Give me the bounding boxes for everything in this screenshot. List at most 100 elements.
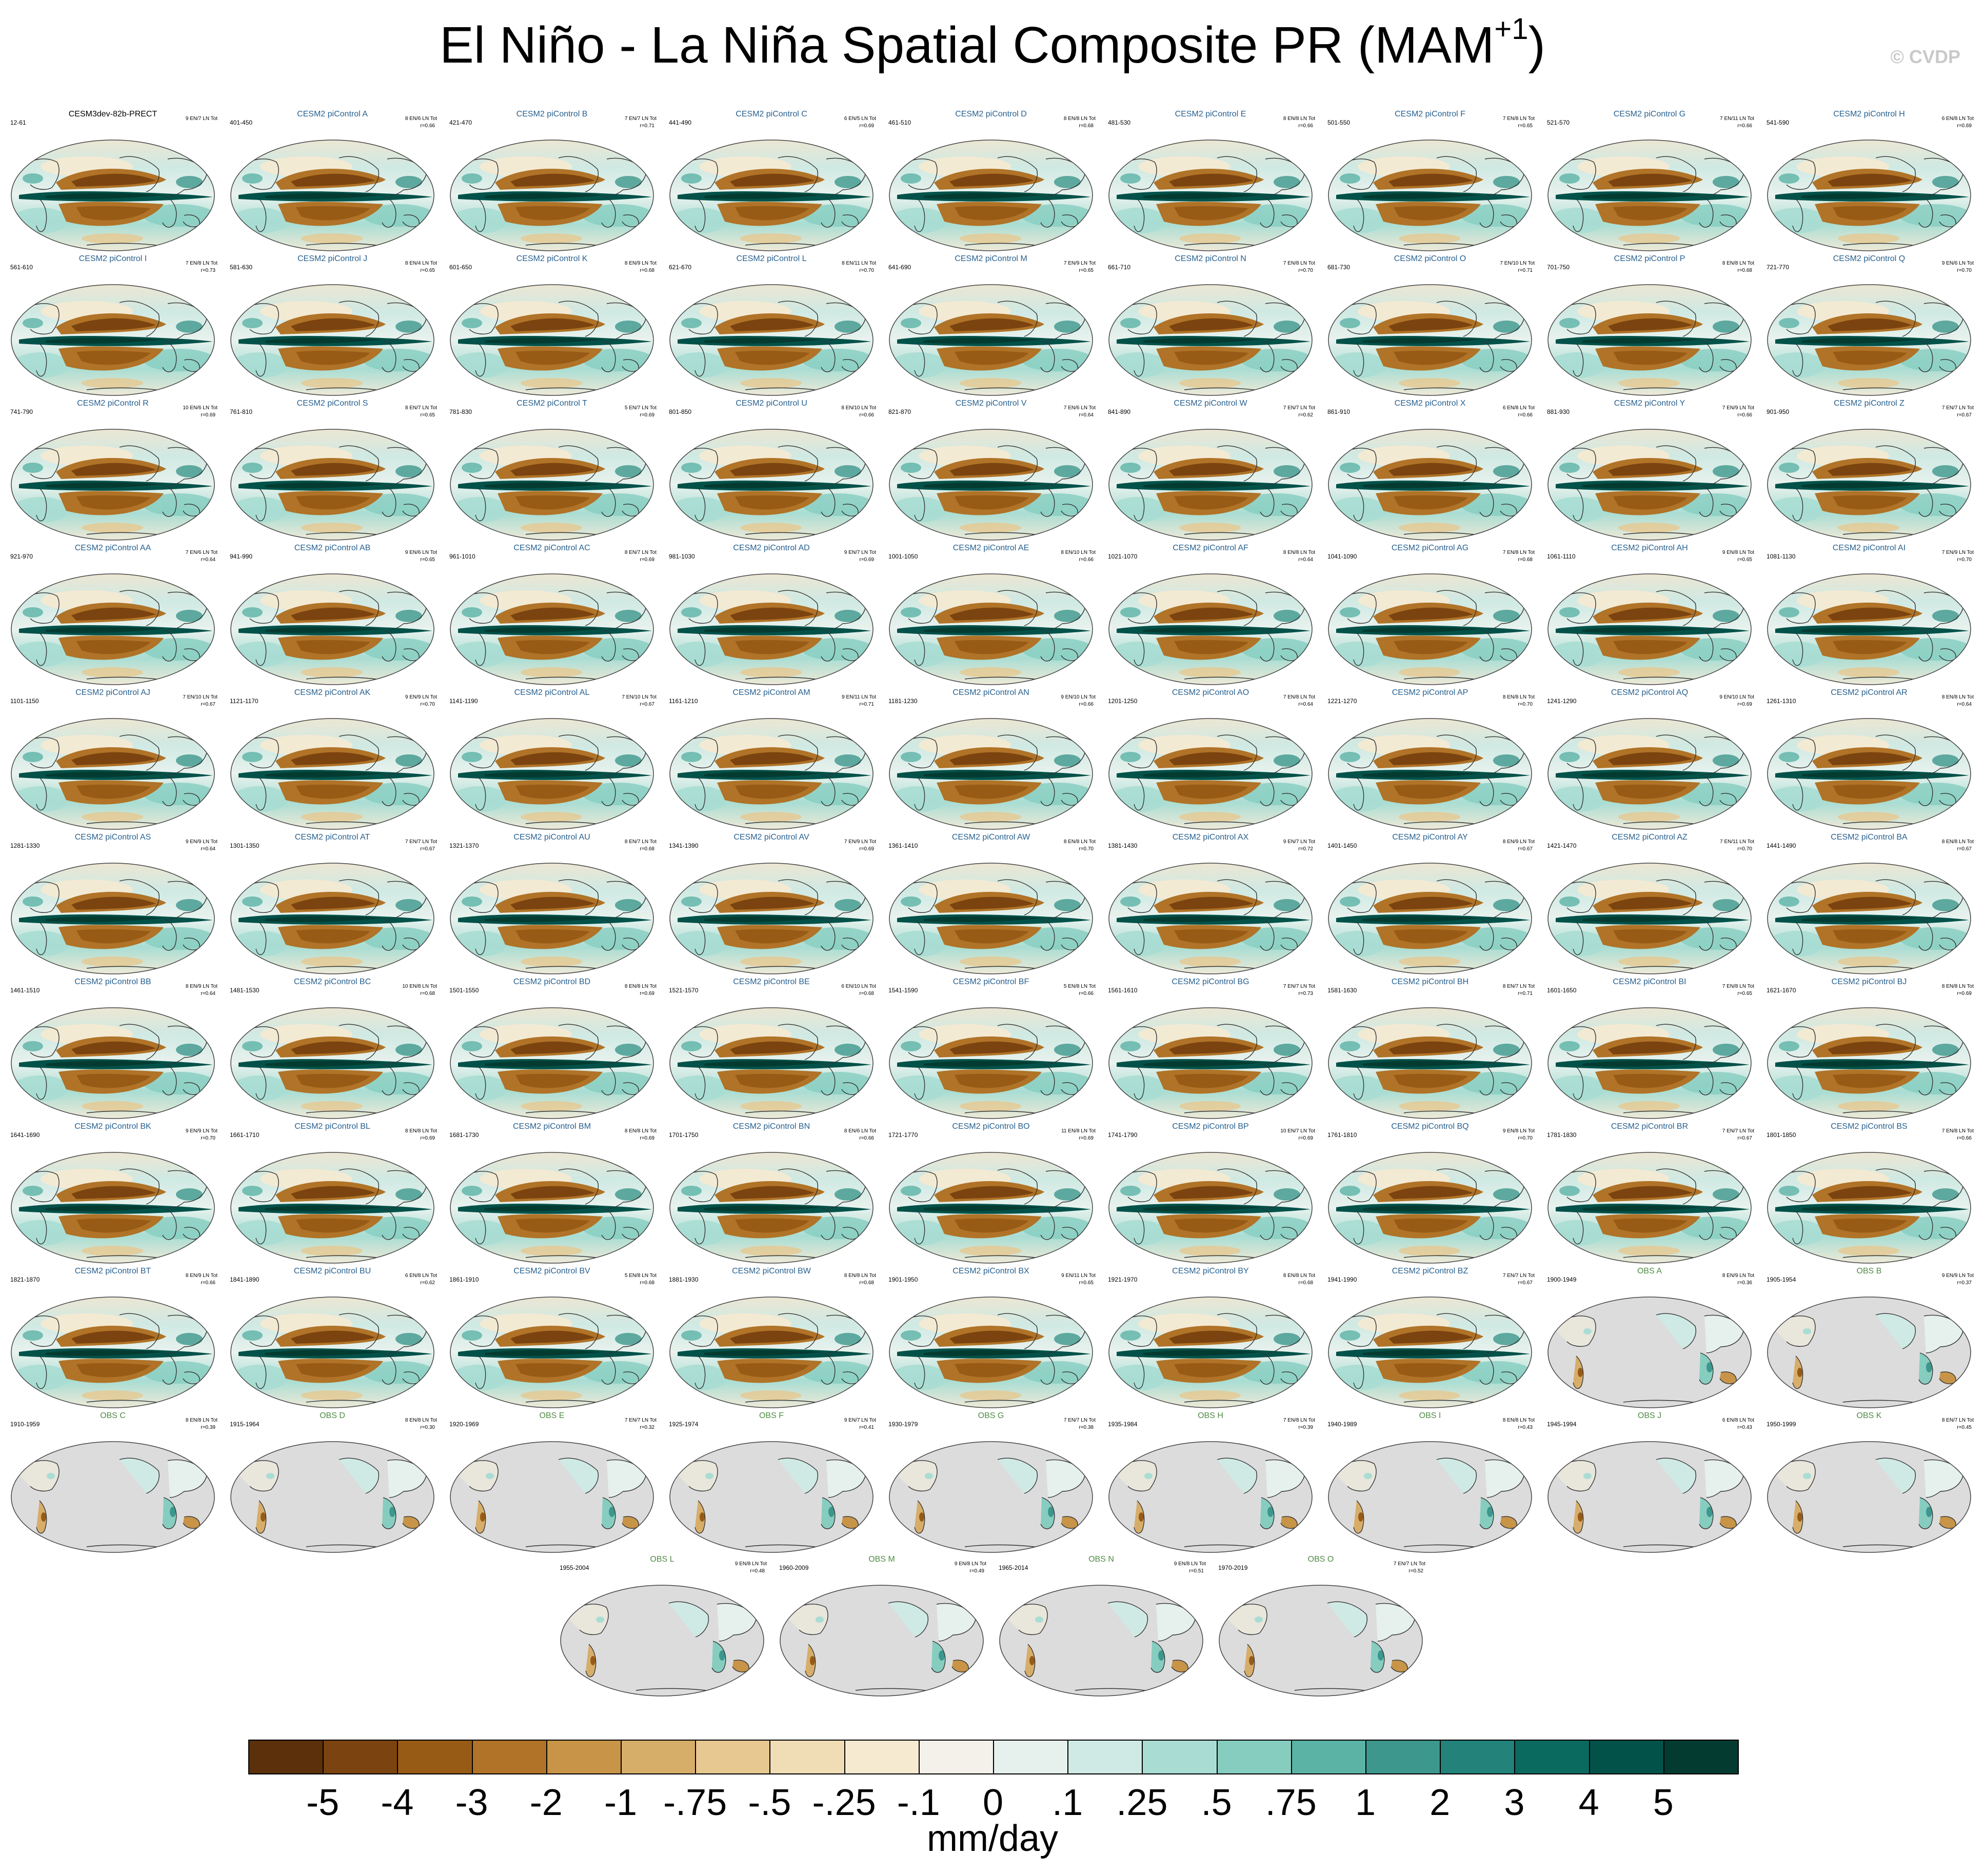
- panel-title: CESM2 piControl U: [736, 399, 807, 408]
- panel-event-counts: 6 EN/10 LN Tot: [841, 984, 876, 989]
- map-panel: 1461-1510 CESM2 piControl BB 8 EN/9 LN Tot…: [7, 976, 219, 1121]
- precip-anomaly-map: [450, 1007, 654, 1119]
- panel-title: OBS H: [1198, 1411, 1223, 1420]
- panel-event-counts: 8 EN/8 LN Tot: [185, 1418, 217, 1423]
- panel-header: 1381-1430 CESM2 piControl AX 9 EN/7 LN Tot…: [1105, 832, 1316, 861]
- panel-header: 1121-1170 CESM2 piControl AK 9 EN/9 LN Tot…: [227, 687, 438, 716]
- panel-years: 1921-1970: [1108, 1276, 1138, 1283]
- panel-years: 561-610: [10, 264, 33, 271]
- panel-event-counts: 8 EN/8 LN Tot: [1941, 984, 1974, 989]
- colorbar-tick-label: 0: [982, 1782, 1004, 1823]
- precip-anomaly-map: [1328, 573, 1532, 685]
- map-panel: 1121-1170 CESM2 piControl AK 9 EN/9 LN Tot…: [227, 687, 438, 832]
- panel-pattern-correlation: r=0.73: [1298, 991, 1313, 996]
- panel-years: 1960-2009: [779, 1564, 809, 1571]
- map-panel: 1041-1090 CESM2 piControl AG 7 EN/8 LN Tot…: [1324, 543, 1536, 687]
- precip-anomaly-map: [1547, 1152, 1752, 1264]
- panel-pattern-correlation: r=0.69: [1737, 702, 1752, 707]
- precip-anomaly-map: [889, 139, 1093, 251]
- map-panel: 1641-1690 CESM2 piControl BK 9 EN/9 LN Tot…: [7, 1121, 219, 1266]
- precip-anomaly-map: [1108, 429, 1313, 541]
- panel-header: 821-870 CESM2 piControl V 7 EN/6 LN Tot r=0…: [885, 398, 1097, 427]
- panel-title: CESM2 piControl AQ: [1611, 688, 1689, 697]
- map-panel: 621-670 CESM2 piControl L 8 EN/11 LN Tot r=…: [666, 253, 877, 398]
- colorbar-tick-label: -2: [529, 1782, 563, 1823]
- map-panel: 1401-1450 CESM2 piControl AY 8 EN/9 LN Tot…: [1324, 832, 1536, 976]
- panel-years: 1261-1310: [1766, 697, 1796, 705]
- panel-header: 541-590 CESM2 piControl H 6 EN/8 LN Tot r=0…: [1763, 109, 1975, 137]
- precip-anomaly-map: [230, 139, 434, 251]
- panel-years: 1601-1650: [1547, 987, 1577, 994]
- map-panel: 781-830 CESM2 piControl T 5 EN/7 LN Tot r=0…: [446, 398, 658, 543]
- colorbar-box: [1067, 1740, 1143, 1774]
- panel-event-counts: 8 EN/7 LN Tot: [624, 839, 657, 845]
- panel-header: 1930-1979 OBS G 7 EN/7 LN Tot r=0.38: [885, 1410, 1097, 1439]
- panel-title: OBS B: [1856, 1267, 1882, 1275]
- map-panel: 1501-1550 CESM2 piControl BD 8 EN/8 LN Tot…: [446, 976, 658, 1121]
- panel-header: 1781-1830 CESM2 piControl BR 7 EN/7 LN Tot…: [1544, 1121, 1755, 1150]
- precip-anomaly-map: [1767, 139, 1971, 251]
- panel-title: CESM2 piControl D: [955, 110, 1027, 118]
- colorbar-box: [471, 1740, 547, 1774]
- map-panel: 1241-1290 CESM2 piControl AQ 9 EN/10 LN To…: [1544, 687, 1755, 832]
- map-panel: 961-1010 CESM2 piControl AC 8 EN/7 LN Tot r…: [446, 543, 658, 687]
- panel-pattern-correlation: r=0.38: [1079, 1425, 1094, 1430]
- panel-title: CESM2 piControl W: [1174, 399, 1247, 408]
- panel-header: 1701-1750 CESM2 piControl BN 8 EN/6 LN Tot…: [666, 1121, 877, 1150]
- map-panel: 741-790 CESM2 piControl R 10 EN/6 LN Tot r=…: [7, 398, 219, 543]
- panel-pattern-correlation: r=0.65: [1518, 123, 1533, 129]
- panel-years: 781-830: [449, 408, 472, 415]
- panel-years: 1741-1790: [1108, 1131, 1138, 1139]
- panel-title: CESM2 piControl AS: [74, 833, 151, 842]
- map-panel: 921-970 CESM2 piControl AA 7 EN/6 LN Tot r=…: [7, 543, 219, 687]
- colorbar-box: [323, 1740, 399, 1774]
- panel-pattern-correlation: r=0.66: [1079, 557, 1094, 563]
- panel-title: OBS L: [650, 1555, 674, 1564]
- panel-pattern-correlation: r=0.65: [420, 557, 435, 563]
- panel-years: 861-910: [1327, 408, 1351, 415]
- panel-pattern-correlation: r=0.51: [1189, 1568, 1204, 1574]
- panel-title: CESM2 piControl BS: [1831, 1122, 1908, 1131]
- panel-title: CESM2 piControl BJ: [1831, 977, 1907, 986]
- colorbar-box: [769, 1740, 845, 1774]
- colorbar-box: [1365, 1740, 1441, 1774]
- panel-years: 1061-1110: [1547, 553, 1576, 560]
- panel-header: 1481-1530 CESM2 piControl BC 10 EN/8 LN To…: [227, 976, 438, 1005]
- panel-years: 901-950: [1766, 408, 1790, 415]
- panel-event-counts: 7 EN/6 LN Tot: [1063, 405, 1096, 411]
- panel-pattern-correlation: r=0.36: [1737, 1280, 1752, 1286]
- panel-pattern-correlation: r=0.67: [420, 846, 435, 852]
- colorbar-box: [1216, 1740, 1292, 1774]
- panel-years: 981-1030: [669, 553, 695, 560]
- panel-event-counts: 8 EN/7 LN Tot: [1502, 984, 1535, 989]
- panel-pattern-correlation: r=0.48: [750, 1568, 765, 1574]
- precip-anomaly-map: [230, 718, 434, 830]
- panel-years: 1461-1510: [10, 987, 40, 994]
- panel-title: CESM2 piControl AD: [733, 544, 810, 552]
- panel-title: CESM2 piControl K: [516, 254, 588, 263]
- map-panel: 501-550 CESM2 piControl F 7 EN/8 LN Tot r=0…: [1324, 109, 1536, 253]
- colorbar-tick-label: -.75: [663, 1782, 727, 1823]
- panel-years: 481-530: [1108, 119, 1131, 126]
- panel-header: 1921-1970 CESM2 piControl BY 8 EN/8 LN Tot…: [1105, 1266, 1316, 1294]
- panel-event-counts: 9 EN/11 LN Tot: [842, 694, 876, 700]
- panel-header: 1601-1650 CESM2 piControl BI 7 EN/8 LN Tot…: [1544, 976, 1755, 1005]
- panel-title: CESM2 piControl BH: [1391, 977, 1469, 986]
- panel-pattern-correlation: r=0.67: [1518, 1280, 1533, 1286]
- panel-pattern-correlation: r=0.70: [1957, 268, 1972, 273]
- panel-event-counts: 7 EN/6 LN Tot: [185, 550, 217, 555]
- panel-pattern-correlation: r=0.67: [201, 702, 215, 707]
- panel-event-counts: 9 EN/7 LN Tot: [185, 116, 217, 122]
- panel-years: 1821-1870: [10, 1276, 40, 1283]
- panel-title: CESM2 piControl AH: [1611, 544, 1688, 552]
- panel-pattern-correlation: r=0.68: [420, 991, 435, 996]
- panel-title: CESM2 piControl H: [1833, 110, 1905, 118]
- map-panel: 1950-1999 OBS K 8 EN/7 LN Tot r=0.45: [1763, 1410, 1975, 1555]
- panel-years: 1900-1949: [1547, 1276, 1577, 1283]
- precip-anomaly-map: [1219, 1585, 1423, 1697]
- precip-anomaly-map: [669, 863, 874, 974]
- panel-pattern-correlation: r=0.39: [201, 1425, 215, 1430]
- panel-header: 1801-1850 CESM2 piControl BS 7 EN/8 LN Tot…: [1763, 1121, 1975, 1150]
- panel-header: 1241-1290 CESM2 piControl AQ 9 EN/10 LN To…: [1544, 687, 1755, 716]
- precip-anomaly-map: [889, 1296, 1093, 1408]
